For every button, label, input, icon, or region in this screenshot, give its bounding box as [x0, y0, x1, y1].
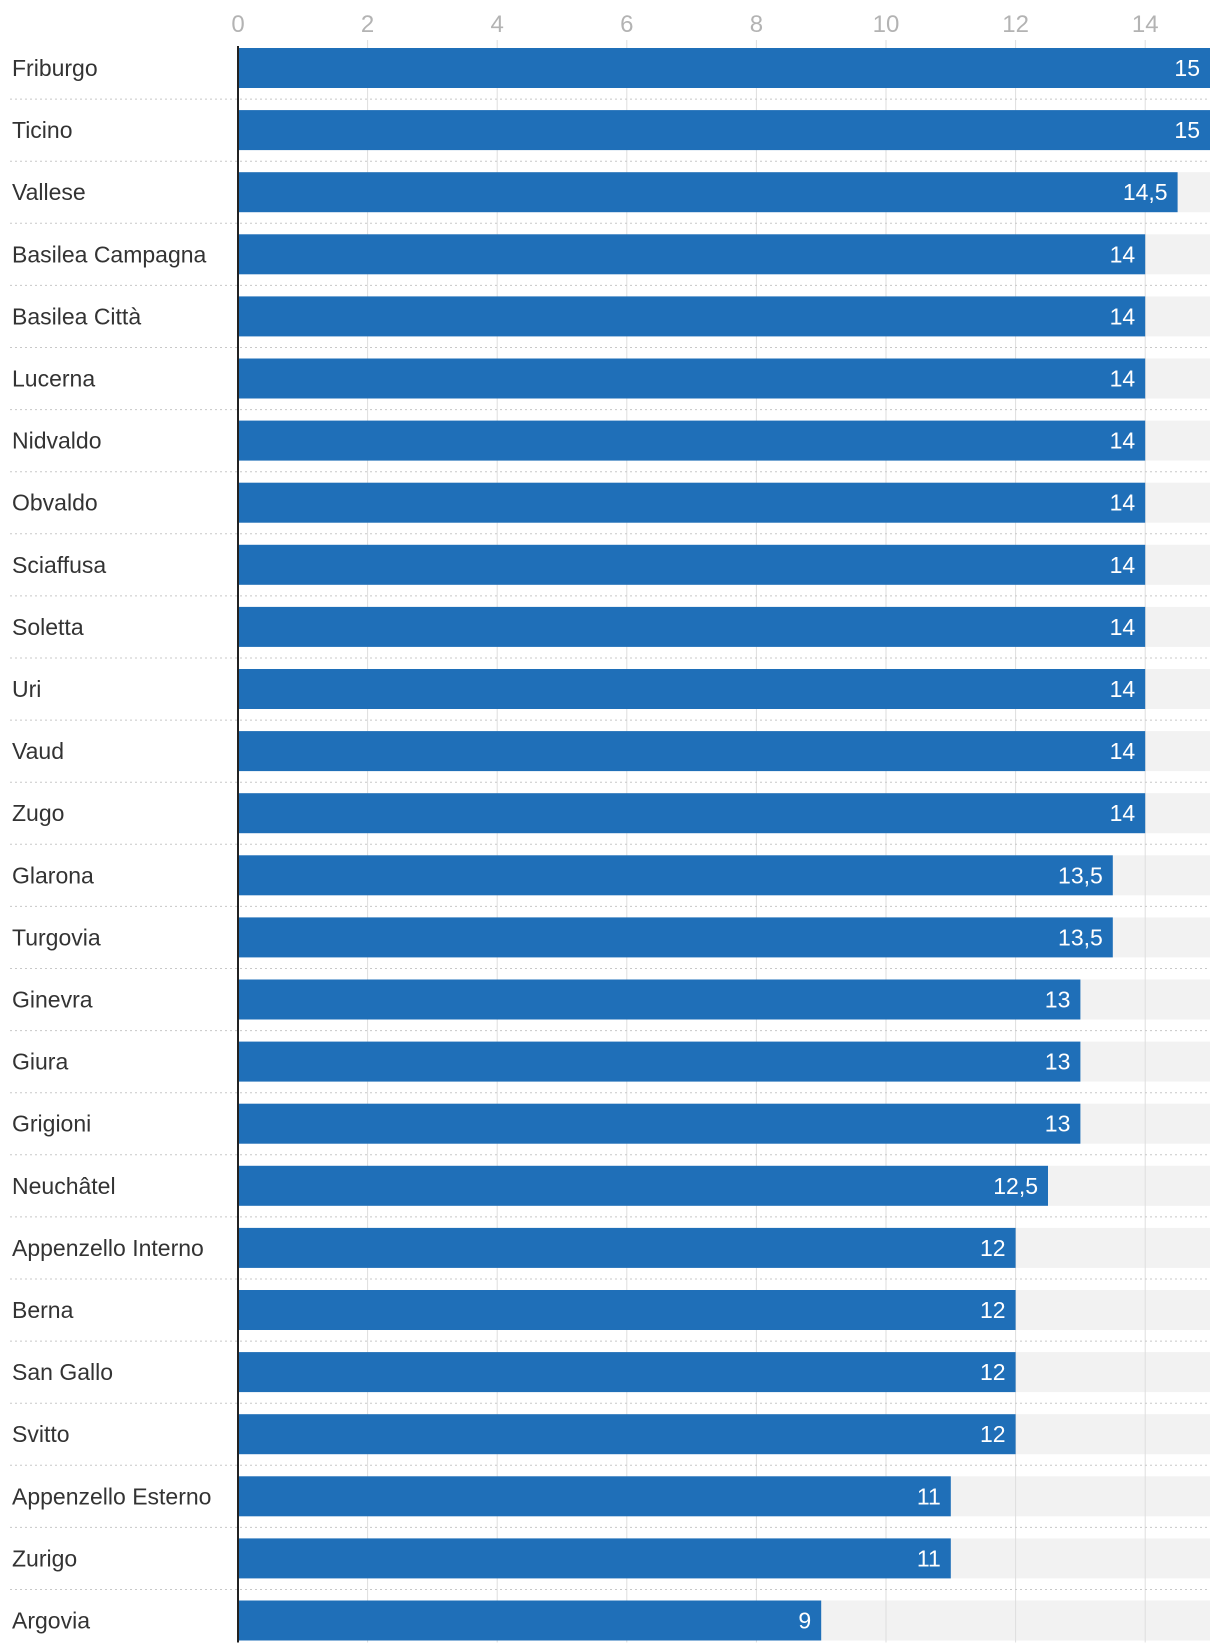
category-label: Appenzello Esterno: [12, 1483, 211, 1509]
category-label: Vallese: [12, 179, 86, 205]
value-label: 9: [798, 1608, 811, 1634]
gridlines: [367, 40, 1146, 1643]
value-label: 12: [980, 1421, 1006, 1447]
bar: [238, 1290, 1016, 1330]
category-label: Ticino: [12, 117, 73, 143]
category-label: Glarona: [12, 862, 94, 888]
bar: [238, 110, 1210, 151]
value-label: 14: [1110, 800, 1136, 826]
bar: [238, 855, 1113, 896]
value-label: 11: [917, 1545, 941, 1571]
value-label: 14: [1110, 738, 1136, 764]
value-label: 12: [980, 1359, 1006, 1385]
category-label: Friburgo: [12, 55, 98, 81]
bar: [238, 544, 1146, 585]
bar: [238, 172, 1178, 213]
category-label: Grigioni: [12, 1111, 91, 1137]
x-tick-label: 10: [873, 11, 900, 38]
value-label: 14: [1110, 552, 1136, 578]
value-label: 13: [1045, 1111, 1071, 1137]
category-label: Basilea Campagna: [12, 241, 207, 267]
x-tick-label: 14: [1132, 11, 1159, 38]
value-label: 12,5: [993, 1173, 1038, 1199]
value-label: 11: [917, 1483, 941, 1509]
bar: [238, 1352, 1016, 1393]
bar: [238, 1476, 951, 1517]
value-label: 13: [1045, 987, 1071, 1013]
category-label: Turgovia: [12, 924, 101, 950]
bar: [238, 731, 1146, 772]
category-label: Argovia: [12, 1608, 90, 1634]
category-label: Sciaffusa: [12, 552, 106, 578]
category-label: Zugo: [12, 800, 64, 826]
bar: [238, 1041, 1081, 1082]
bar: [238, 1103, 1081, 1144]
value-label: 15: [1174, 117, 1200, 143]
bar: [238, 1227, 1016, 1268]
bar: [238, 234, 1146, 275]
bar: [238, 917, 1113, 958]
value-label: 14: [1110, 676, 1136, 702]
category-label: Giura: [12, 1049, 68, 1075]
x-tick-label: 8: [750, 11, 763, 38]
category-label: Appenzello Interno: [12, 1235, 204, 1261]
value-label: 12: [980, 1297, 1006, 1323]
bar: [238, 48, 1210, 88]
bar: [238, 1538, 951, 1579]
value-label: 14: [1110, 428, 1136, 454]
value-labels: 15 15 14,5 14 14 14 14 14 14 14 14 14 14 13,5 13,5 13 13…: [798, 55, 1200, 1634]
bar: [238, 296, 1146, 337]
value-label: 14,5: [1123, 179, 1168, 205]
value-label: 14: [1110, 241, 1136, 267]
x-tick-label: 0: [231, 11, 244, 38]
bar: [238, 482, 1146, 523]
x-tick-label: 4: [491, 11, 504, 38]
x-tick-label: 6: [620, 11, 633, 38]
bar: [238, 420, 1146, 461]
value-label: 13,5: [1058, 862, 1103, 888]
bar-backgrounds: [238, 48, 1210, 1641]
category-label: Ginevra: [12, 987, 93, 1013]
bar: [238, 793, 1146, 834]
category-label: Basilea Città: [12, 303, 141, 329]
bar: [238, 1600, 822, 1641]
x-axis-tick-labels: 0 2 4 6 8 10 12 14: [231, 11, 1158, 38]
bars: [238, 48, 1210, 1641]
value-label: 12: [980, 1235, 1006, 1261]
category-label: Uri: [12, 676, 41, 702]
x-tick-label: 2: [361, 11, 374, 38]
bar: [238, 1414, 1016, 1455]
value-label: 14: [1110, 366, 1136, 392]
category-label: Neuchâtel: [12, 1173, 116, 1199]
category-label: Zurigo: [12, 1545, 77, 1571]
bar: [238, 606, 1146, 647]
bar: [238, 1165, 1048, 1206]
value-label: 14: [1110, 303, 1136, 329]
category-label: Svitto: [12, 1421, 70, 1447]
value-label: 14: [1110, 490, 1136, 516]
row-separators: [10, 98, 1210, 1590]
x-tick-label: 12: [1002, 11, 1029, 38]
category-label: Lucerna: [12, 366, 95, 392]
category-label: San Gallo: [12, 1359, 113, 1385]
value-label: 13: [1045, 1049, 1071, 1075]
bar: [238, 358, 1146, 399]
bar: [238, 669, 1146, 709]
value-label: 14: [1110, 614, 1136, 640]
value-label: 13,5: [1058, 924, 1103, 950]
category-label: Vaud: [12, 738, 64, 764]
category-label: Soletta: [12, 614, 84, 640]
category-labels: Friburgo Ticino Vallese Basilea Campagna Bas…: [12, 55, 211, 1634]
category-label: Berna: [12, 1297, 74, 1323]
category-label: Obvaldo: [12, 490, 98, 516]
value-label: 15: [1174, 55, 1200, 81]
bar: [238, 979, 1081, 1020]
category-label: Nidvaldo: [12, 428, 102, 454]
